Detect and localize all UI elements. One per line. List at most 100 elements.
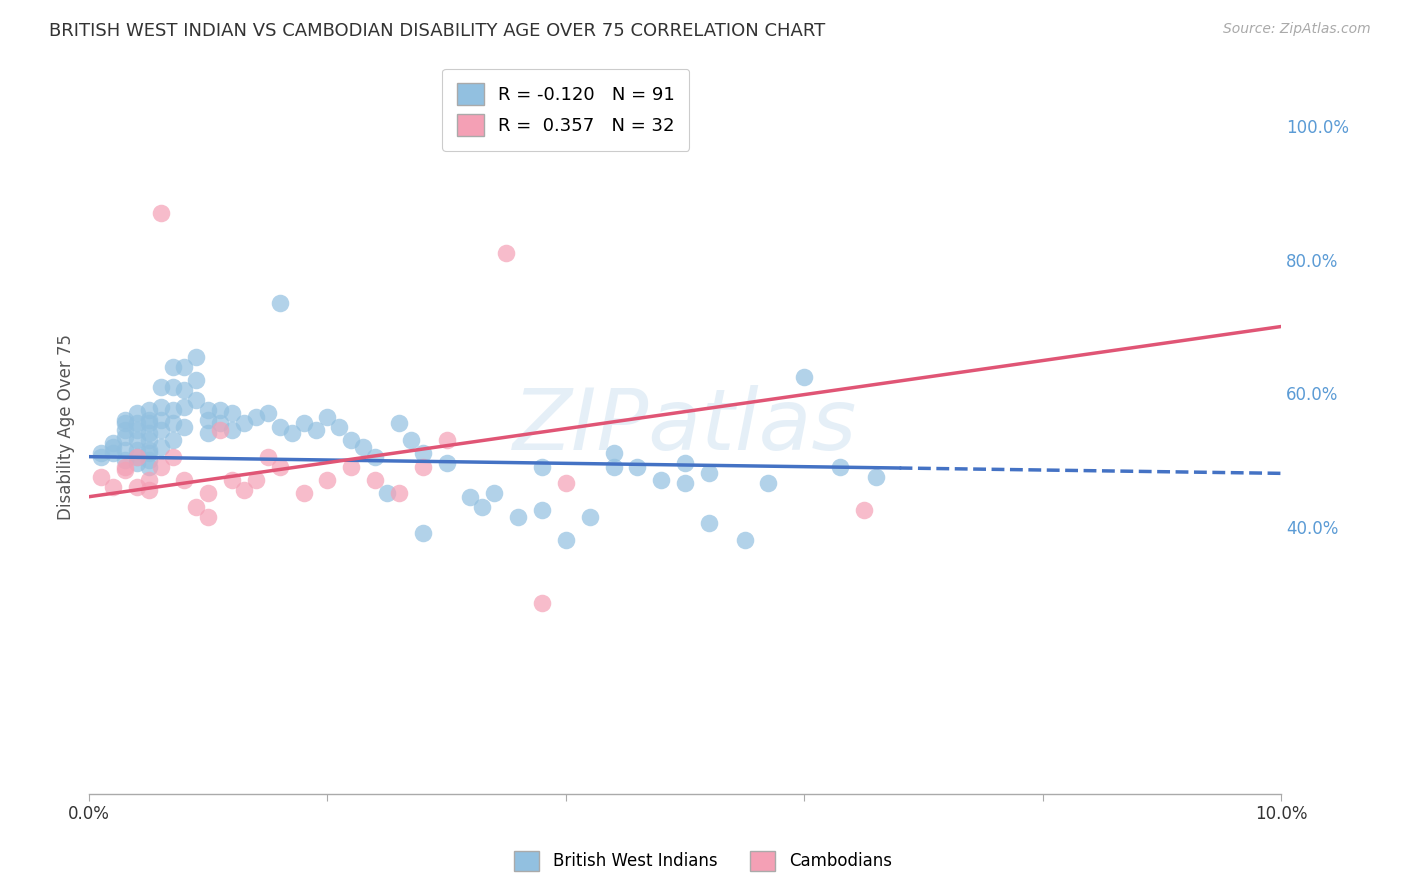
Point bbox=[257, 450, 280, 464]
Point bbox=[388, 417, 411, 431]
Point bbox=[375, 486, 398, 500]
Point bbox=[138, 403, 160, 417]
Point bbox=[578, 509, 600, 524]
Point bbox=[149, 379, 172, 393]
Point bbox=[101, 446, 124, 460]
Point bbox=[114, 463, 136, 477]
Point bbox=[138, 417, 160, 431]
Point bbox=[197, 509, 219, 524]
Point bbox=[90, 446, 112, 460]
Point bbox=[125, 450, 148, 464]
Point bbox=[114, 413, 136, 427]
Point bbox=[114, 453, 136, 467]
Point bbox=[162, 450, 184, 464]
Point bbox=[125, 480, 148, 494]
Point bbox=[114, 459, 136, 474]
Point bbox=[173, 473, 195, 487]
Point bbox=[162, 403, 184, 417]
Point bbox=[399, 433, 422, 447]
Point bbox=[149, 400, 172, 414]
Point bbox=[114, 430, 136, 444]
Point bbox=[793, 369, 815, 384]
Point bbox=[530, 503, 553, 517]
Point bbox=[269, 419, 291, 434]
Point bbox=[186, 500, 208, 514]
Point bbox=[125, 417, 148, 431]
Point bbox=[412, 446, 434, 460]
Point bbox=[316, 409, 339, 424]
Point bbox=[352, 440, 374, 454]
Point bbox=[173, 359, 195, 374]
Point bbox=[495, 246, 517, 260]
Point bbox=[221, 406, 243, 420]
Legend: R = -0.120   N = 91, R =  0.357   N = 32: R = -0.120 N = 91, R = 0.357 N = 32 bbox=[443, 69, 689, 151]
Point bbox=[245, 409, 267, 424]
Text: Source: ZipAtlas.com: Source: ZipAtlas.com bbox=[1223, 22, 1371, 37]
Point bbox=[125, 433, 148, 447]
Point bbox=[186, 392, 208, 407]
Point bbox=[138, 426, 160, 441]
Point bbox=[173, 383, 195, 397]
Point bbox=[197, 426, 219, 441]
Point bbox=[90, 450, 112, 464]
Point bbox=[101, 440, 124, 454]
Point bbox=[138, 442, 160, 457]
Text: BRITISH WEST INDIAN VS CAMBODIAN DISABILITY AGE OVER 75 CORRELATION CHART: BRITISH WEST INDIAN VS CAMBODIAN DISABIL… bbox=[49, 22, 825, 40]
Point bbox=[173, 400, 195, 414]
Point bbox=[364, 450, 387, 464]
Point bbox=[436, 456, 458, 470]
Point bbox=[125, 423, 148, 437]
Point bbox=[292, 417, 315, 431]
Point bbox=[340, 459, 363, 474]
Point bbox=[162, 417, 184, 431]
Point bbox=[221, 473, 243, 487]
Point bbox=[125, 406, 148, 420]
Point bbox=[125, 456, 148, 470]
Point bbox=[162, 433, 184, 447]
Point bbox=[186, 350, 208, 364]
Point bbox=[257, 406, 280, 420]
Point bbox=[186, 373, 208, 387]
Point bbox=[101, 480, 124, 494]
Point bbox=[471, 500, 494, 514]
Point bbox=[149, 440, 172, 454]
Point bbox=[138, 459, 160, 474]
Point bbox=[114, 423, 136, 437]
Point bbox=[149, 459, 172, 474]
Point bbox=[233, 483, 256, 497]
Point bbox=[149, 423, 172, 437]
Point bbox=[828, 459, 851, 474]
Point bbox=[138, 433, 160, 447]
Point bbox=[602, 446, 624, 460]
Point bbox=[138, 446, 160, 460]
Text: ZIPatlas: ZIPatlas bbox=[513, 385, 858, 468]
Point bbox=[673, 456, 696, 470]
Point bbox=[138, 413, 160, 427]
Point bbox=[673, 476, 696, 491]
Point bbox=[650, 473, 672, 487]
Point bbox=[626, 459, 648, 474]
Point bbox=[197, 403, 219, 417]
Point bbox=[280, 426, 302, 441]
Point bbox=[530, 597, 553, 611]
Point bbox=[460, 490, 482, 504]
Point bbox=[292, 486, 315, 500]
Point bbox=[233, 417, 256, 431]
Point bbox=[269, 296, 291, 310]
Point bbox=[162, 359, 184, 374]
Legend: British West Indians, Cambodians: British West Indians, Cambodians bbox=[506, 842, 900, 880]
Point bbox=[530, 459, 553, 474]
Point bbox=[101, 436, 124, 450]
Point bbox=[602, 459, 624, 474]
Point bbox=[412, 526, 434, 541]
Point bbox=[697, 467, 720, 481]
Point bbox=[269, 459, 291, 474]
Point bbox=[90, 469, 112, 483]
Point bbox=[209, 417, 232, 431]
Point bbox=[173, 419, 195, 434]
Point bbox=[852, 503, 875, 517]
Point bbox=[209, 403, 232, 417]
Point bbox=[304, 423, 326, 437]
Point bbox=[412, 459, 434, 474]
Point bbox=[508, 509, 530, 524]
